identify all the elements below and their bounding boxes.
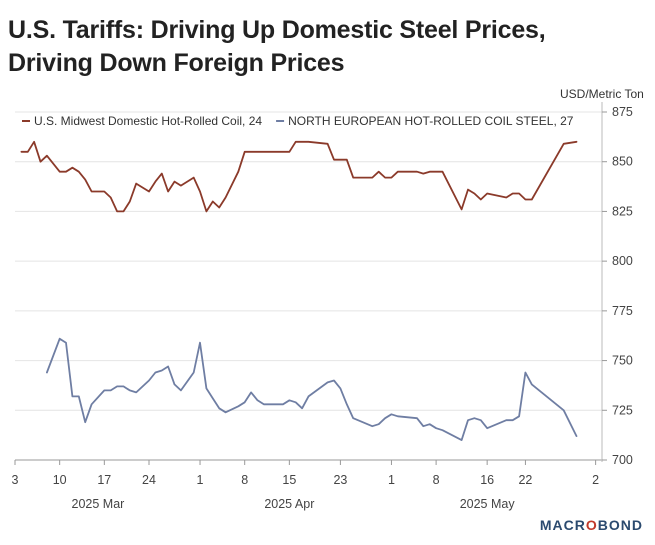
x-tick-label: 10 bbox=[53, 473, 67, 487]
x-tick-label: 1 bbox=[197, 473, 204, 487]
y-tick-label-725: 725 bbox=[612, 403, 633, 417]
series-line-2 bbox=[46, 337, 578, 441]
y-tick-label-850: 850 bbox=[612, 155, 633, 169]
x-tick-label: 1 bbox=[388, 473, 395, 487]
x-month-label: 2025 May bbox=[460, 497, 516, 511]
chart-title: U.S. Tariffs: Driving Up Domestic Steel … bbox=[8, 14, 546, 80]
y-tick-label-875: 875 bbox=[612, 105, 633, 119]
legend-label-2: NORTH EUROPEAN HOT-ROLLED COIL STEEL, 27 bbox=[288, 114, 574, 128]
x-tick-label: 8 bbox=[433, 473, 440, 487]
y-axis: 700 725 750 775 800 825 850 875 bbox=[601, 102, 633, 467]
x-tick-label: 15 bbox=[282, 473, 296, 487]
x-tick-label: 2 bbox=[592, 473, 599, 487]
gridlines bbox=[15, 111, 602, 461]
legend: U.S. Midwest Domestic Hot-Rolled Coil, 2… bbox=[22, 114, 574, 128]
y-axis-unit-label: USD/Metric Ton bbox=[560, 87, 644, 101]
x-tick-label: 22 bbox=[518, 473, 532, 487]
x-tick-label: 16 bbox=[480, 473, 494, 487]
y-tick-label-825: 825 bbox=[612, 204, 633, 218]
legend-label-1: U.S. Midwest Domestic Hot-Rolled Coil, 2… bbox=[34, 114, 262, 128]
series-line-1 bbox=[20, 140, 578, 213]
x-tick-label: 3 bbox=[12, 473, 19, 487]
chart-title-line-2: Driving Down Foreign Prices bbox=[8, 49, 345, 77]
series-lines bbox=[20, 140, 578, 441]
brand-logo: MACROBOND bbox=[539, 517, 643, 533]
chart-title-line-1: U.S. Tariffs: Driving Up Domestic Steel … bbox=[8, 16, 546, 44]
y-tick-label-700: 700 bbox=[612, 453, 633, 467]
y-tick-label-800: 800 bbox=[612, 254, 633, 268]
x-month-label: 2025 Apr bbox=[264, 497, 314, 511]
x-tick-label: 17 bbox=[97, 473, 111, 487]
x-tick-label: 24 bbox=[142, 473, 156, 487]
y-tick-label-750: 750 bbox=[612, 354, 633, 368]
x-month-label: 2025 Mar bbox=[72, 497, 125, 511]
x-tick-label: 23 bbox=[333, 473, 347, 487]
y-tick-label-775: 775 bbox=[612, 304, 633, 318]
x-tick-label: 8 bbox=[241, 473, 248, 487]
